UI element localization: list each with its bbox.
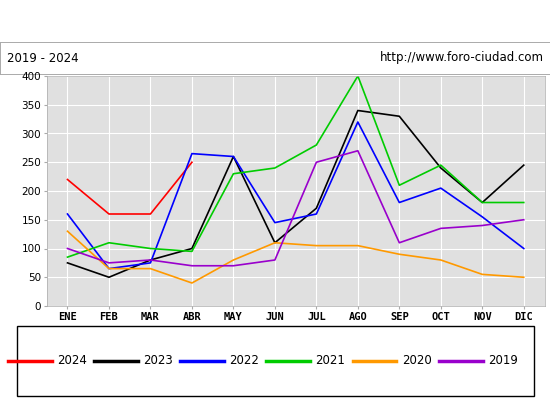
Text: 2019 - 2024: 2019 - 2024	[7, 52, 78, 64]
Text: 2020: 2020	[402, 354, 431, 368]
Text: http://www.foro-ciudad.com: http://www.foro-ciudad.com	[379, 52, 543, 64]
Text: Evolucion Nº Turistas Nacionales en el municipio de Osso de Cinca: Evolucion Nº Turistas Nacionales en el m…	[1, 14, 549, 28]
Text: 2019: 2019	[488, 354, 518, 368]
Text: 2023: 2023	[143, 354, 173, 368]
Text: 2021: 2021	[316, 354, 345, 368]
Text: 2024: 2024	[57, 354, 87, 368]
Text: 2022: 2022	[229, 354, 259, 368]
FancyBboxPatch shape	[16, 326, 534, 396]
